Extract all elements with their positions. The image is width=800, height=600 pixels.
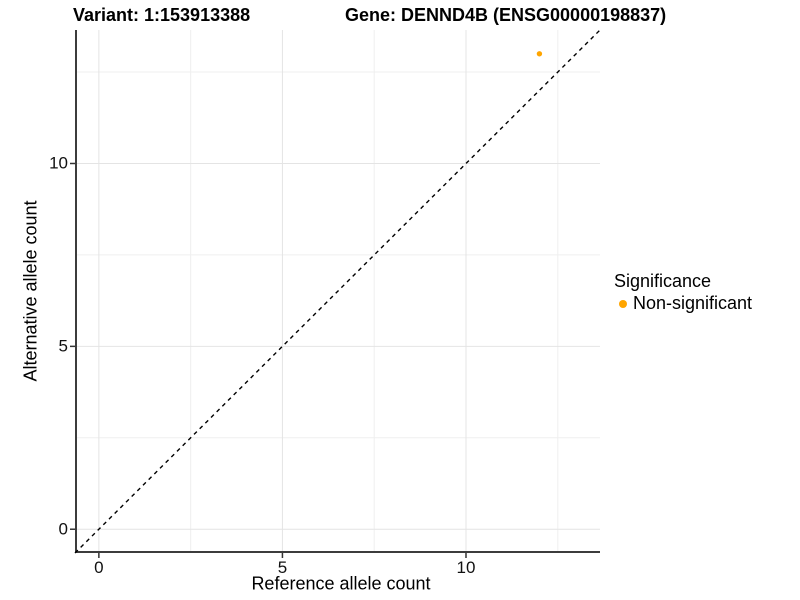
x-axis-title: Reference allele count: [251, 573, 431, 594]
legend: Significance Non-significant: [614, 271, 752, 314]
point-swatch-icon: [619, 299, 627, 308]
gene-title: Gene: DENND4B (ENSG00000198837): [345, 5, 667, 25]
data-point: [536, 51, 543, 57]
variant-title: Variant: 1:153913388: [73, 5, 251, 25]
x-tick-label: 0: [94, 558, 104, 577]
y-tick-label: 0: [58, 519, 68, 539]
x-tick-label: 5: [277, 558, 288, 577]
legend-title: Significance: [614, 271, 712, 291]
x-tick-label: 10: [456, 558, 476, 577]
y-axis-title: Alternative allele count: [20, 200, 41, 382]
legend-item-label: Non-significant: [633, 293, 753, 313]
plot-panel: [70, 29, 601, 558]
legend-item: Non-significant: [614, 293, 752, 314]
y-tick-label: 5: [58, 336, 68, 356]
plot-canvas: [70, 29, 601, 558]
y-tick-label: 10: [49, 153, 68, 173]
identity-line: [74, 29, 601, 554]
